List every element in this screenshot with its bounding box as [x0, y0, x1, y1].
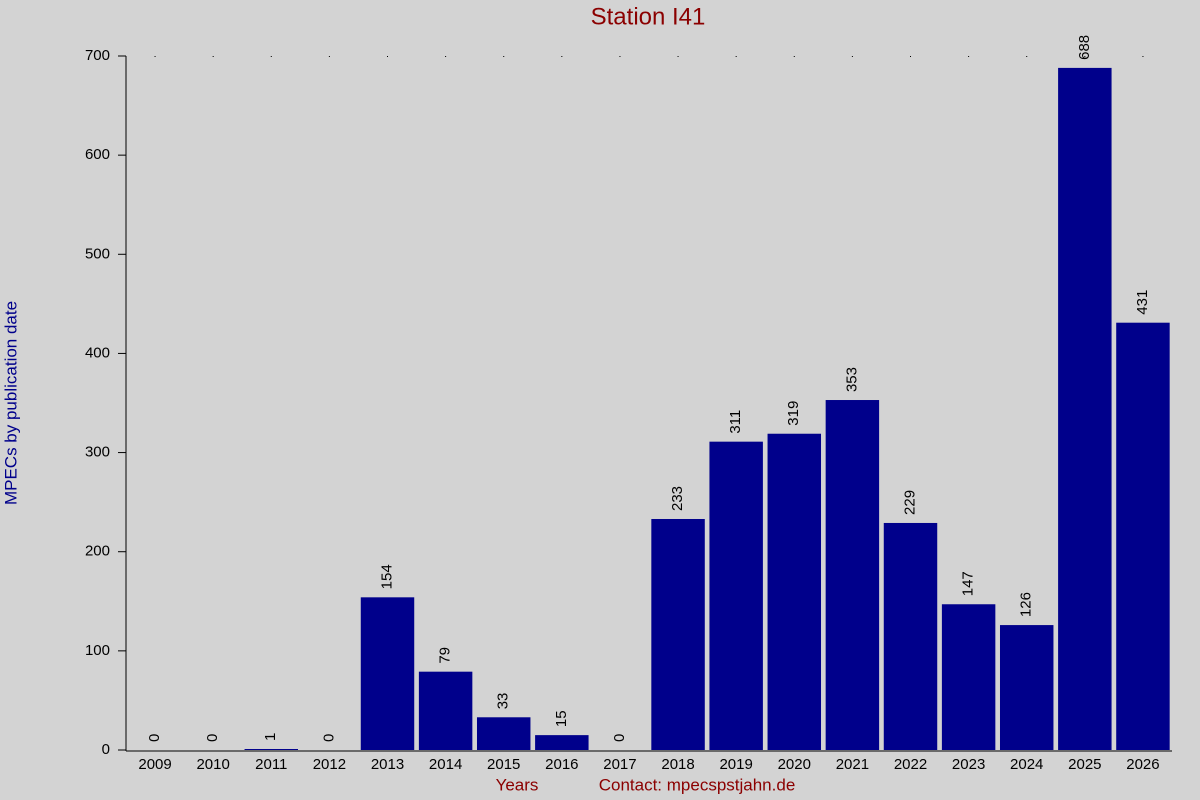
value-label: 319	[785, 401, 802, 426]
bar	[476, 717, 531, 750]
value-label: 233	[669, 486, 686, 511]
y-axis-label: MPECs by publication date	[1, 301, 20, 505]
value-label: 353	[843, 367, 860, 392]
x-tick-label: 2025	[1068, 756, 1101, 773]
x-tick-label: 2014	[429, 756, 462, 773]
value-label: 126	[1018, 592, 1035, 617]
y-tick-label: 500	[85, 245, 110, 262]
x-tick-label: 2012	[313, 756, 346, 773]
bar	[418, 671, 473, 750]
chart-title: Station I41	[591, 3, 706, 30]
x-tick-label: 2009	[138, 756, 171, 773]
y-tick-label: 700	[85, 47, 110, 64]
x-tick-label: 2015	[487, 756, 520, 773]
bar	[1116, 322, 1170, 750]
value-label: 431	[1134, 290, 1151, 315]
value-label: 154	[378, 564, 395, 589]
x-tick-label: 2021	[836, 756, 869, 773]
contact: Contact: mpecspstjahn.de	[599, 775, 796, 794]
x-tick-label: 2017	[603, 756, 636, 773]
x-tick-label: 2013	[371, 756, 404, 773]
y-tick-label: 100	[85, 642, 110, 659]
bar	[244, 749, 299, 750]
value-label: 0	[146, 734, 163, 742]
value-label: 311	[727, 410, 744, 434]
x-tick-label: 2011	[255, 756, 287, 773]
x-tick-label: 2020	[778, 756, 811, 773]
y-tick-label: 0	[102, 741, 110, 758]
bar	[825, 400, 880, 750]
x-tick-label: 2026	[1126, 756, 1159, 773]
bar	[999, 625, 1054, 750]
x-tick-label: 2022	[894, 756, 927, 773]
x-tick-label: 2018	[661, 756, 694, 773]
bar	[535, 735, 589, 750]
bar	[709, 441, 763, 750]
value-label: 15	[553, 710, 570, 727]
x-tick-label: 2016	[545, 756, 578, 773]
value-label: 79	[437, 647, 454, 664]
bar	[1058, 67, 1112, 750]
y-tick-label: 200	[85, 543, 110, 560]
value-label: 229	[901, 490, 918, 515]
x-axis-label: Years	[496, 775, 539, 794]
value-label: 0	[204, 734, 221, 742]
x-tick-label: 2019	[719, 756, 752, 773]
x-tick-label: 2023	[952, 756, 985, 773]
value-label: 1	[262, 733, 279, 741]
y-tick-label: 600	[85, 146, 110, 163]
y-tick-label: 300	[85, 444, 110, 461]
x-tick-label: 2024	[1010, 756, 1043, 773]
bar	[360, 597, 415, 750]
value-label: 147	[960, 571, 977, 596]
bar	[767, 433, 822, 750]
bar	[651, 518, 705, 750]
value-label: 0	[611, 734, 628, 742]
x-tick-label: 2010	[196, 756, 229, 773]
value-label: 688	[1076, 35, 1093, 60]
y-tick-label: 400	[85, 344, 110, 361]
value-label: 0	[320, 734, 337, 742]
bar	[883, 522, 938, 750]
bar	[941, 604, 996, 750]
value-label: 33	[495, 693, 512, 710]
